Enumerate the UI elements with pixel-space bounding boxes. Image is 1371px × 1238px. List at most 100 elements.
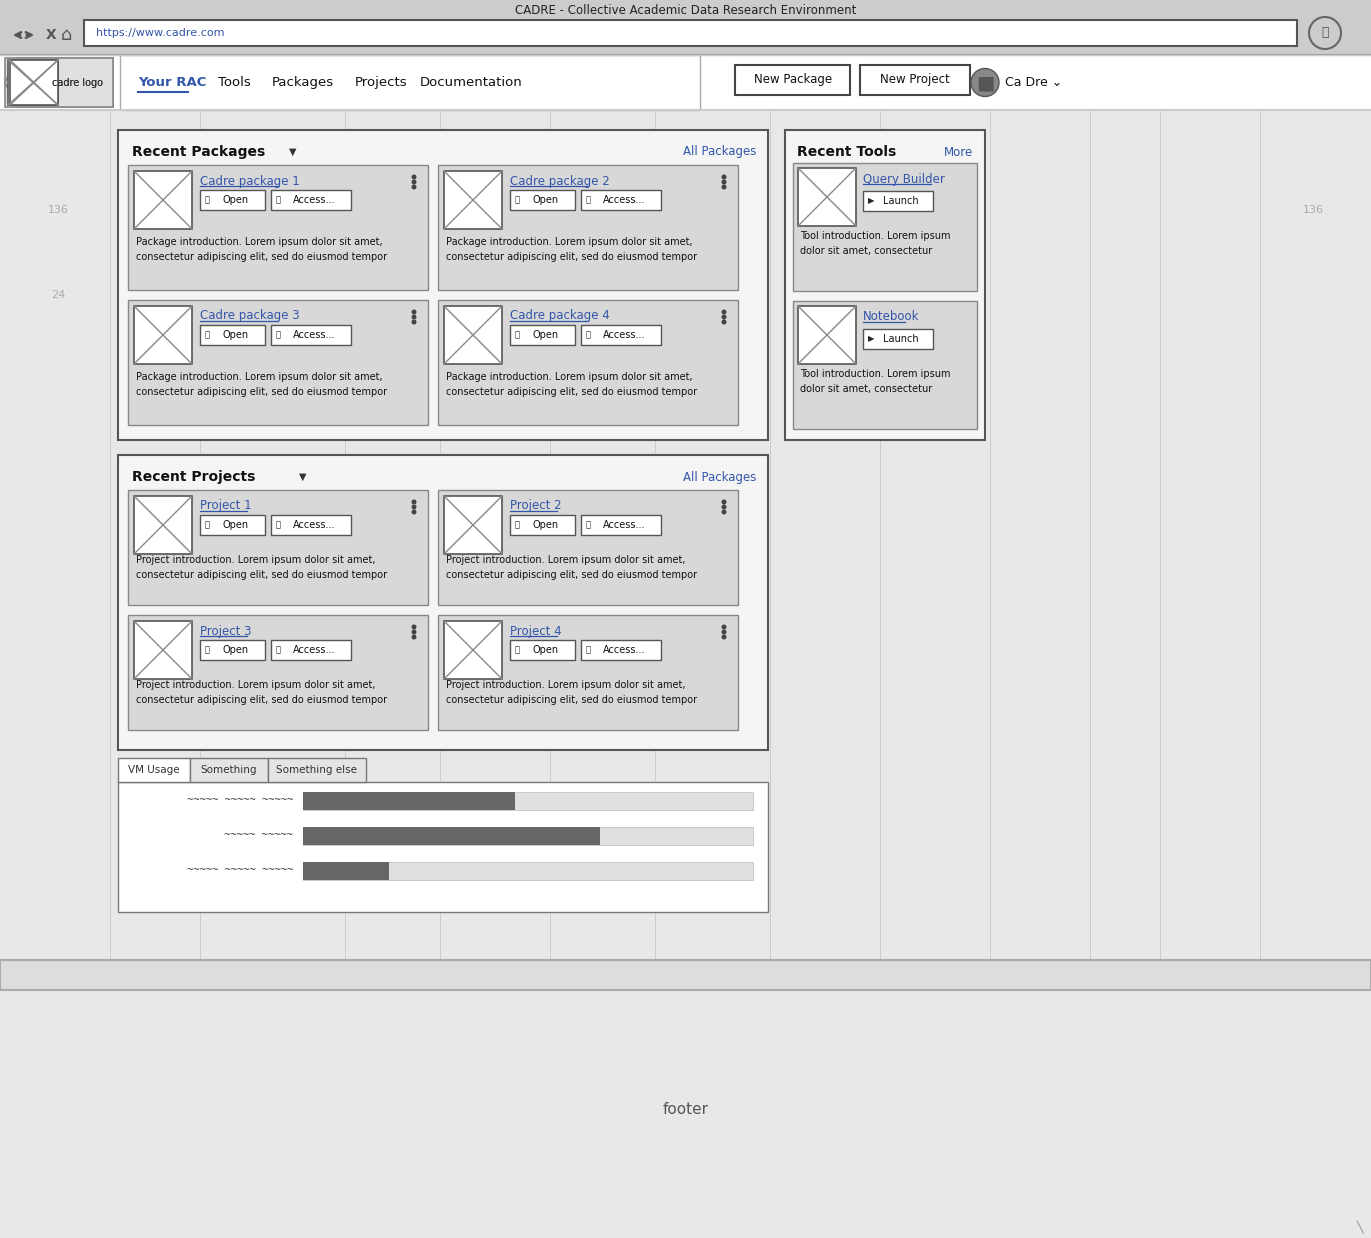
Bar xyxy=(437,300,738,425)
Bar xyxy=(128,615,428,730)
Text: Launch: Launch xyxy=(883,334,919,344)
Bar xyxy=(735,66,850,95)
Bar xyxy=(0,990,1371,1238)
Bar xyxy=(798,306,856,364)
Bar xyxy=(0,54,1371,110)
Bar xyxy=(303,792,753,810)
Bar xyxy=(128,300,428,425)
Circle shape xyxy=(413,176,415,178)
Text: Recent Projects: Recent Projects xyxy=(132,470,255,484)
Bar xyxy=(200,640,265,660)
Circle shape xyxy=(1309,17,1341,50)
Text: Project 1: Project 1 xyxy=(200,499,252,513)
Text: Access...: Access... xyxy=(293,520,336,530)
Text: New Package: New Package xyxy=(754,73,832,87)
Bar xyxy=(303,827,600,846)
Bar xyxy=(271,326,351,345)
Bar xyxy=(444,306,502,364)
Text: 📂: 📂 xyxy=(515,331,520,339)
Text: ~~~~~ ~~~~~ ~~~~~: ~~~~~ ~~~~~ ~~~~~ xyxy=(186,865,293,875)
Text: ~~~~~ ~~~~~: ~~~~~ ~~~~~ xyxy=(225,829,293,841)
Text: Open: Open xyxy=(222,520,248,530)
Circle shape xyxy=(723,176,725,178)
Bar xyxy=(581,189,661,210)
Text: 📂: 📂 xyxy=(206,196,210,204)
Text: Your RAC: Your RAC xyxy=(138,76,207,89)
Text: ▼: ▼ xyxy=(299,472,307,482)
Text: Project introduction. Lorem ipsum dolor sit amet,
consectetur adipiscing elit, s: Project introduction. Lorem ipsum dolor … xyxy=(446,555,696,579)
Text: footer: footer xyxy=(662,1103,709,1118)
Text: Open: Open xyxy=(222,196,248,206)
Text: ⛳: ⛳ xyxy=(585,520,591,530)
Text: Something else: Something else xyxy=(277,765,358,775)
Bar xyxy=(118,782,768,912)
Text: Packages: Packages xyxy=(271,76,335,89)
Bar xyxy=(510,640,574,660)
Text: CADRE - Collective Academic Data Research Environment: CADRE - Collective Academic Data Researc… xyxy=(515,4,856,16)
Text: ⛳: ⛳ xyxy=(276,196,281,204)
Circle shape xyxy=(723,321,725,324)
Circle shape xyxy=(413,316,415,319)
Text: ⌕: ⌕ xyxy=(1322,26,1328,40)
Bar xyxy=(271,515,351,535)
Circle shape xyxy=(723,630,725,634)
Text: ⛳: ⛳ xyxy=(276,331,281,339)
Text: cadre logo: cadre logo xyxy=(52,78,103,88)
Text: Open: Open xyxy=(532,520,558,530)
Circle shape xyxy=(413,625,415,629)
Bar xyxy=(792,163,978,291)
Bar xyxy=(860,66,971,95)
Text: 📂: 📂 xyxy=(515,645,520,655)
Circle shape xyxy=(413,505,415,509)
Text: ▶: ▶ xyxy=(868,334,875,343)
Text: Open: Open xyxy=(222,331,248,340)
Circle shape xyxy=(413,510,415,514)
Text: Project introduction. Lorem ipsum dolor sit amet,
consectetur adipiscing elit, s: Project introduction. Lorem ipsum dolor … xyxy=(136,680,387,704)
Bar xyxy=(84,20,1297,46)
Text: Package introduction. Lorem ipsum dolor sit amet,
consectetur adipiscing elit, s: Package introduction. Lorem ipsum dolor … xyxy=(446,371,696,397)
Circle shape xyxy=(723,186,725,189)
Bar xyxy=(437,165,738,290)
Bar xyxy=(271,189,351,210)
Bar xyxy=(0,959,1371,990)
Text: Recent Tools: Recent Tools xyxy=(797,145,897,158)
Bar xyxy=(200,326,265,345)
Text: ■: ■ xyxy=(976,73,994,92)
Bar xyxy=(8,59,58,105)
Text: X: X xyxy=(45,28,56,42)
Text: https://www.cadre.com: https://www.cadre.com xyxy=(96,28,225,38)
Text: Access...: Access... xyxy=(293,331,336,340)
Circle shape xyxy=(413,311,415,313)
Text: Something: Something xyxy=(200,765,258,775)
Text: Cadre package 3: Cadre package 3 xyxy=(200,310,300,323)
Text: Launch: Launch xyxy=(883,196,919,206)
Text: 📂: 📂 xyxy=(206,520,210,530)
Bar xyxy=(510,189,574,210)
Bar xyxy=(118,456,768,750)
Text: Cadre package 2: Cadre package 2 xyxy=(510,175,610,187)
Text: 24: 24 xyxy=(51,290,66,300)
Text: 136: 136 xyxy=(1302,206,1323,215)
Text: Package introduction. Lorem ipsum dolor sit amet,
consectetur adipiscing elit, s: Package introduction. Lorem ipsum dolor … xyxy=(136,371,387,397)
Bar xyxy=(267,758,366,782)
Bar xyxy=(444,171,502,229)
Circle shape xyxy=(723,311,725,313)
Text: Open: Open xyxy=(532,331,558,340)
Bar xyxy=(581,326,661,345)
Bar xyxy=(786,130,984,439)
Circle shape xyxy=(413,321,415,324)
Bar xyxy=(510,515,574,535)
Bar xyxy=(444,496,502,553)
Bar xyxy=(128,165,428,290)
Text: ⛳: ⛳ xyxy=(585,331,591,339)
Text: Access...: Access... xyxy=(603,196,646,206)
Circle shape xyxy=(723,635,725,639)
Text: 📂: 📂 xyxy=(515,196,520,204)
Text: ~~~~~ ~~~~~ ~~~~~: ~~~~~ ~~~~~ ~~~~~ xyxy=(186,795,293,805)
Text: More: More xyxy=(943,146,973,158)
Text: ▼: ▼ xyxy=(289,147,296,157)
Bar xyxy=(303,862,753,880)
Bar xyxy=(581,640,661,660)
Bar xyxy=(862,191,934,210)
Text: cadre logo: cadre logo xyxy=(52,78,103,88)
